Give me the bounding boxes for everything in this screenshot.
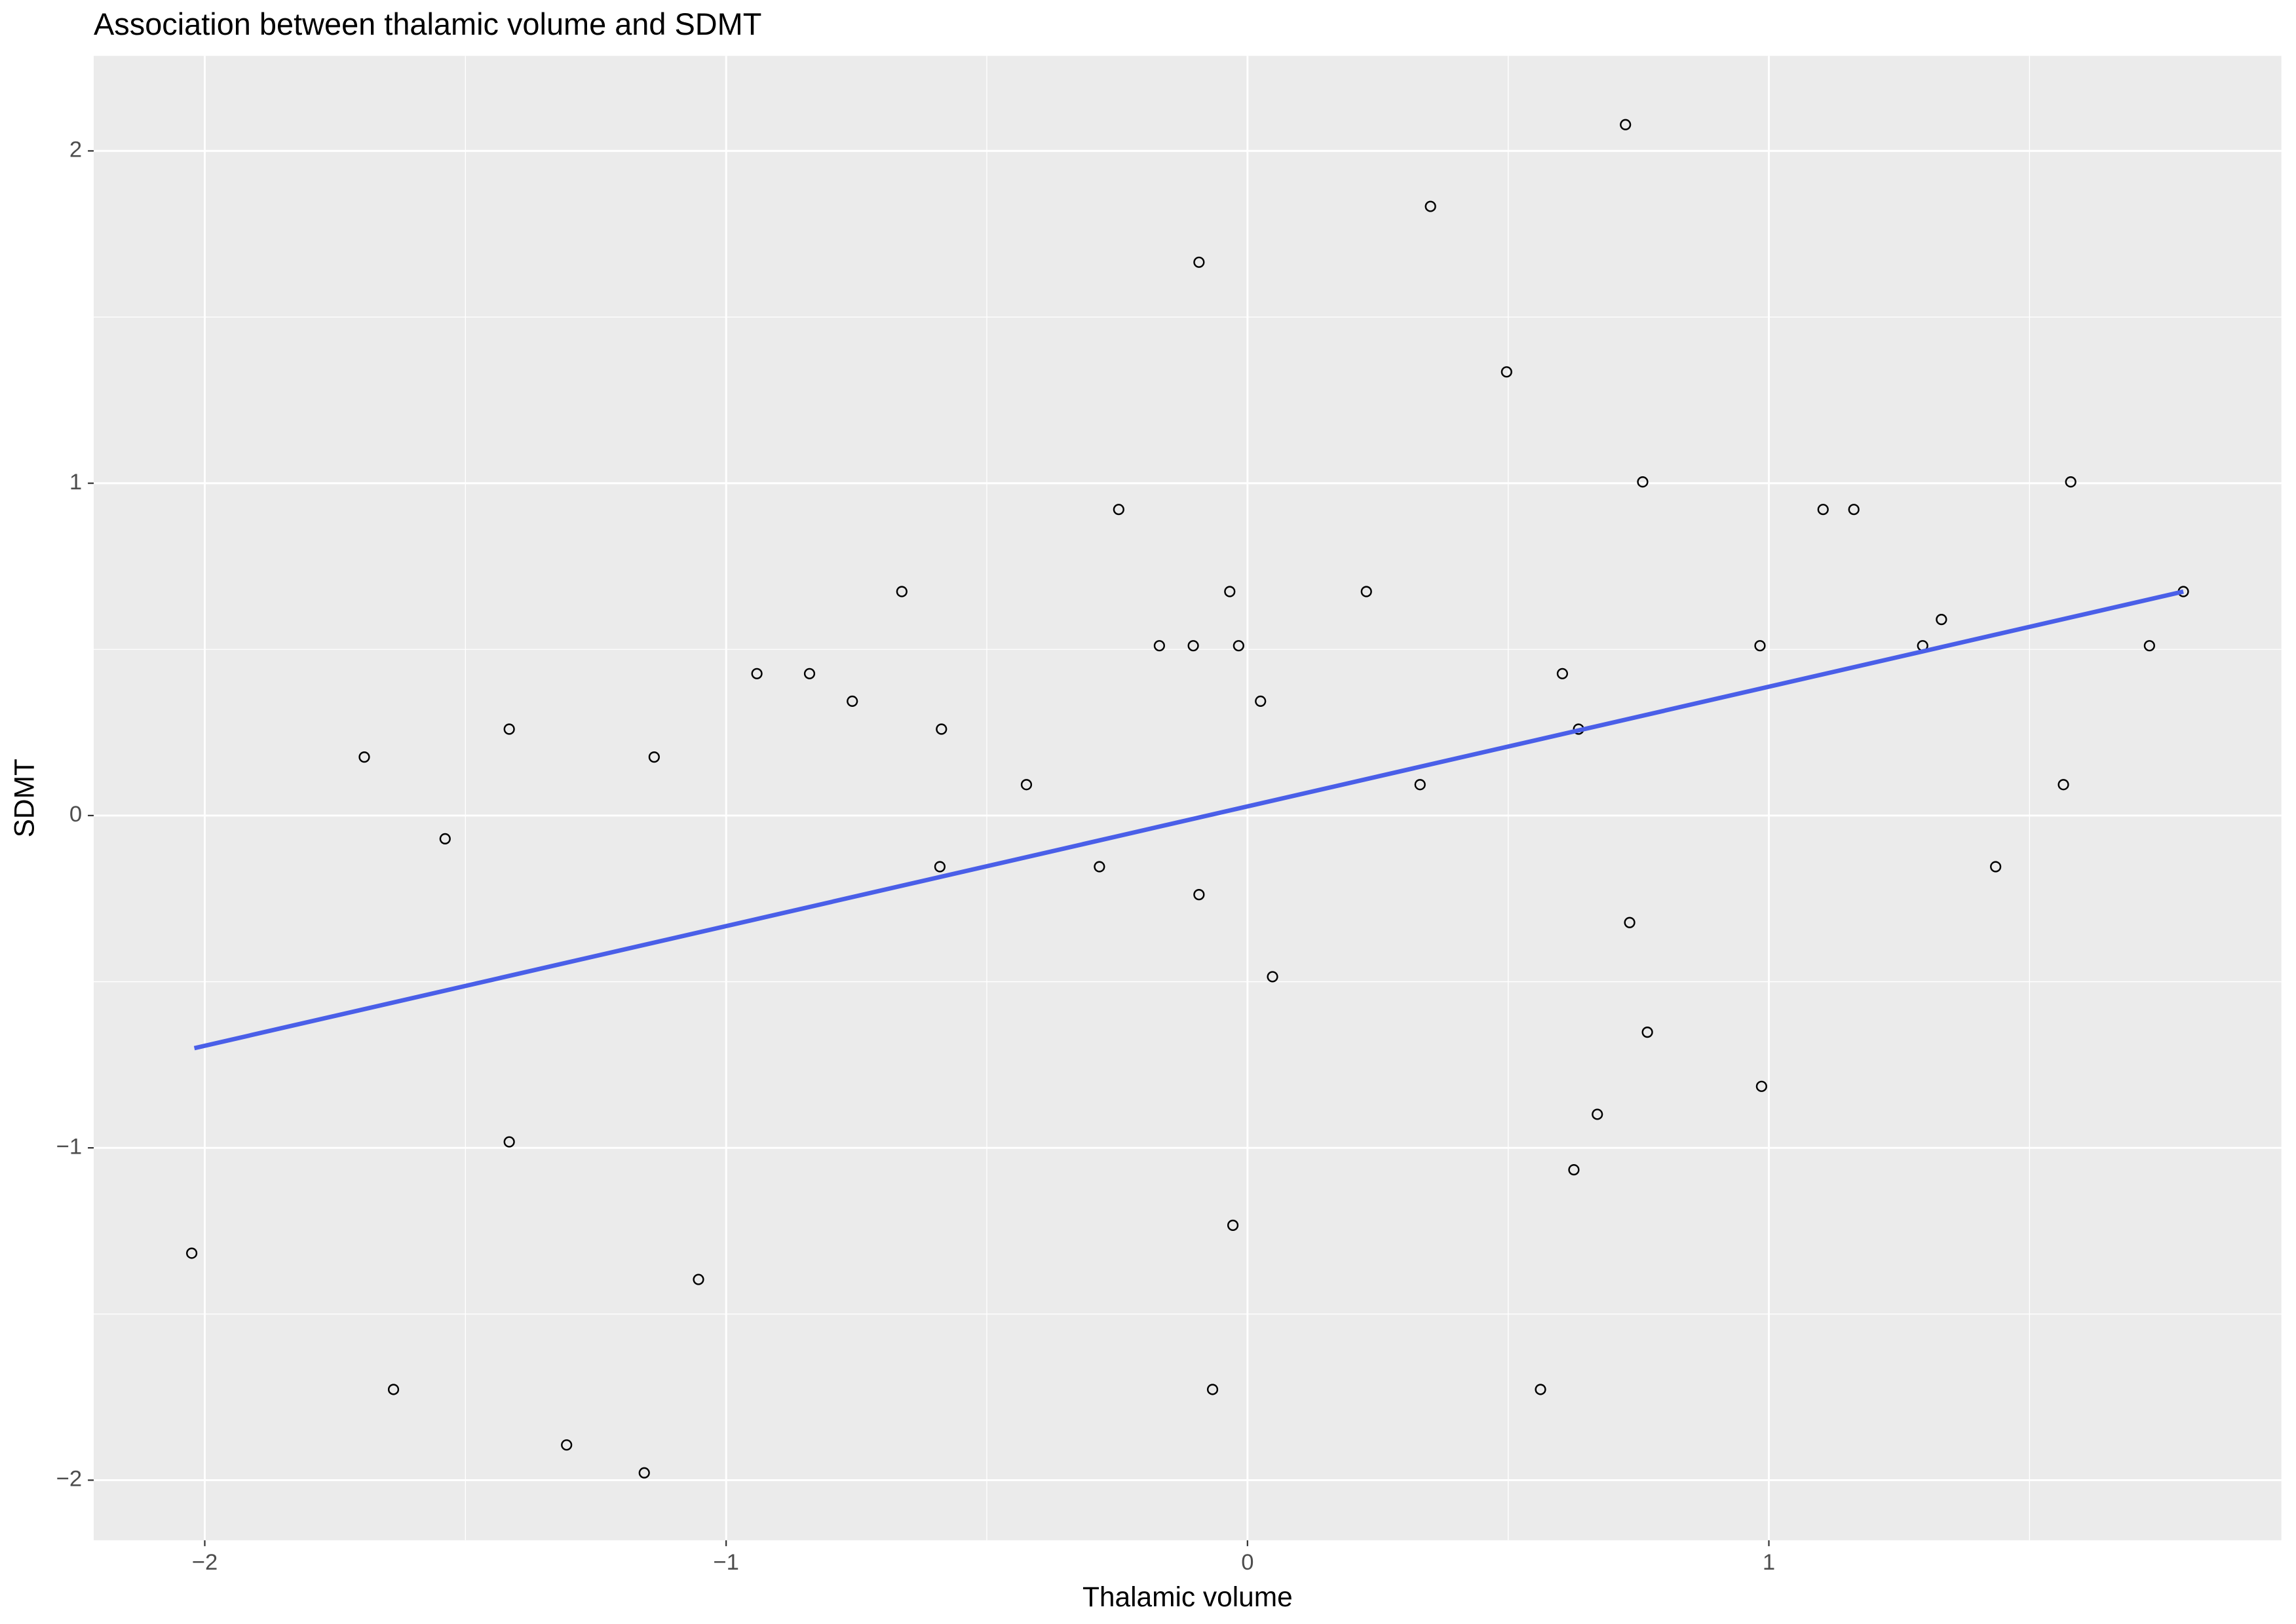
point bbox=[1360, 586, 1372, 597]
point bbox=[1535, 1384, 1546, 1395]
point bbox=[1990, 861, 2002, 873]
point bbox=[2065, 476, 2076, 488]
chart-title: Association between thalamic volume and … bbox=[94, 7, 761, 41]
point bbox=[387, 1384, 400, 1395]
point bbox=[1020, 779, 1033, 791]
point bbox=[1153, 640, 1165, 652]
point bbox=[1267, 971, 1278, 983]
x-tick-label: −2 bbox=[192, 1550, 218, 1575]
point bbox=[1094, 861, 1105, 873]
x-axis-label: Thalamic volume bbox=[1082, 1581, 1293, 1612]
point bbox=[1193, 889, 1205, 901]
point bbox=[2143, 640, 2155, 652]
y-tick-label: 1 bbox=[69, 470, 82, 495]
point bbox=[358, 751, 370, 763]
point bbox=[1193, 256, 1205, 268]
point bbox=[1620, 119, 1632, 130]
point bbox=[561, 1439, 573, 1451]
point bbox=[1624, 916, 1636, 928]
point bbox=[1233, 640, 1244, 652]
point bbox=[1592, 1108, 1603, 1120]
point bbox=[803, 668, 816, 679]
point bbox=[1754, 640, 1766, 652]
point bbox=[1224, 586, 1236, 597]
point bbox=[1817, 504, 1829, 516]
point bbox=[638, 1467, 650, 1479]
x-tick-label: 1 bbox=[1763, 1550, 1775, 1575]
point bbox=[693, 1274, 704, 1285]
point bbox=[1637, 476, 1649, 488]
point bbox=[936, 723, 947, 735]
point bbox=[1187, 640, 1199, 652]
point bbox=[2057, 779, 2069, 791]
x-tick-label: 0 bbox=[1241, 1550, 1253, 1575]
point bbox=[439, 833, 451, 845]
point bbox=[1501, 366, 1512, 378]
point bbox=[847, 695, 858, 708]
point bbox=[1556, 668, 1569, 679]
point bbox=[503, 723, 515, 735]
point bbox=[1227, 1219, 1239, 1231]
x-tick-label: −1 bbox=[713, 1550, 738, 1575]
point bbox=[1425, 200, 1436, 212]
point bbox=[751, 668, 763, 679]
point bbox=[1568, 1164, 1580, 1176]
y-tick-label: 0 bbox=[69, 802, 82, 827]
y-axis-label: SDMT bbox=[9, 759, 39, 837]
y-tick-label: −2 bbox=[56, 1467, 82, 1492]
fit-line bbox=[193, 589, 2184, 1051]
plot-panel bbox=[94, 56, 2282, 1541]
point bbox=[1255, 695, 1267, 708]
point bbox=[934, 861, 946, 873]
point bbox=[503, 1136, 515, 1148]
point bbox=[1936, 614, 1947, 626]
point bbox=[648, 751, 660, 763]
point bbox=[1414, 779, 1426, 791]
y-tick-label: −1 bbox=[56, 1134, 82, 1159]
point bbox=[1641, 1027, 1653, 1038]
point bbox=[1206, 1384, 1219, 1395]
y-tick-label: 2 bbox=[69, 138, 82, 162]
point bbox=[896, 586, 908, 597]
point bbox=[1848, 504, 1860, 516]
point bbox=[1113, 504, 1124, 516]
point bbox=[186, 1247, 198, 1259]
point bbox=[1755, 1080, 1767, 1092]
